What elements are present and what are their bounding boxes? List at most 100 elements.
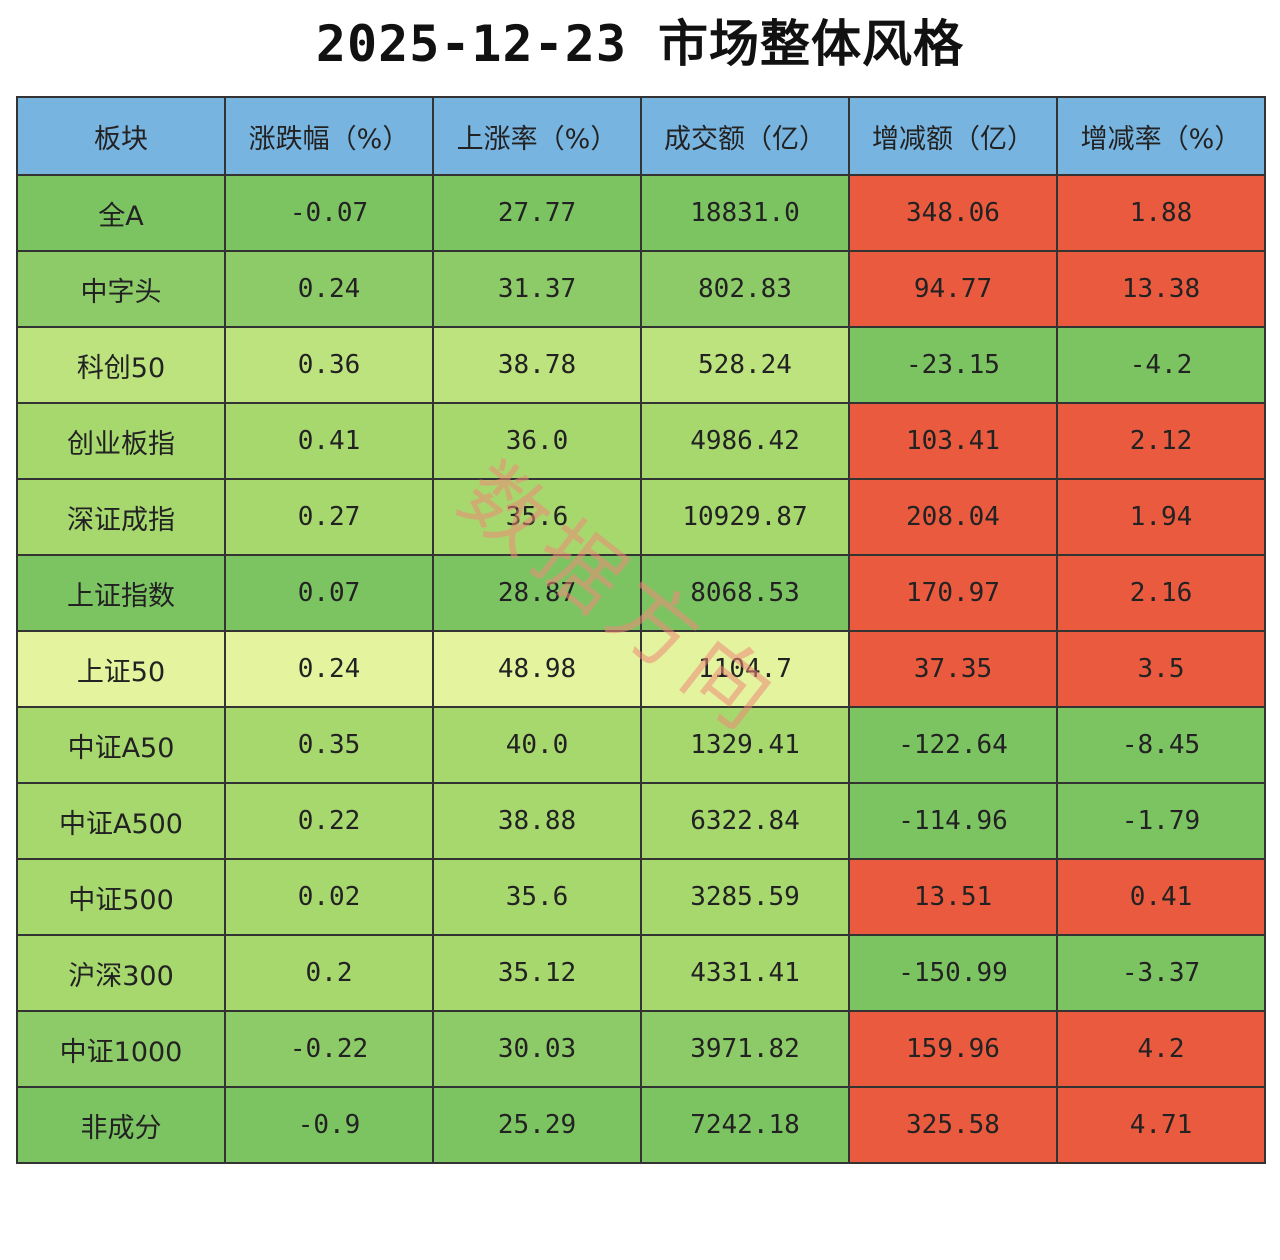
col-delta-amount-cell: -150.99 xyxy=(848,934,1058,1012)
col-block-cell: 上证指数 xyxy=(16,554,226,632)
col-delta-amount-cell: 325.58 xyxy=(848,1086,1058,1164)
header-col-rise-rate: 上涨率（%） xyxy=(432,96,642,176)
table-row: 上证50 0.24 48.98 1104.7 37.35 3.5 xyxy=(16,630,1266,708)
col-delta-rate-cell: 1.94 xyxy=(1056,478,1266,556)
col-change-pct-cell: 0.2 xyxy=(224,934,434,1012)
col-block-cell: 上证50 xyxy=(16,630,226,708)
col-rise-rate-cell: 38.88 xyxy=(432,782,642,860)
col-turnover-cell: 1104.7 xyxy=(640,630,850,708)
col-change-pct-cell: 0.02 xyxy=(224,858,434,936)
col-rise-rate-cell: 30.03 xyxy=(432,1010,642,1088)
col-turnover-cell: 6322.84 xyxy=(640,782,850,860)
col-delta-amount-cell: 94.77 xyxy=(848,250,1058,328)
col-change-pct-cell: 0.24 xyxy=(224,630,434,708)
col-delta-rate-cell: 2.16 xyxy=(1056,554,1266,632)
col-delta-amount-cell: 348.06 xyxy=(848,174,1058,252)
col-delta-amount-cell: -23.15 xyxy=(848,326,1058,404)
col-rise-rate-cell: 28.87 xyxy=(432,554,642,632)
col-block-cell: 沪深300 xyxy=(16,934,226,1012)
col-turnover-cell: 3971.82 xyxy=(640,1010,850,1088)
market-style-table: 板块 涨跌幅（%） 上涨率（%） 成交额（亿） 增减额（亿） 增减率（%） 全A -0.07… xyxy=(16,96,1266,1164)
header-row: 板块 涨跌幅（%） 上涨率（%） 成交额（亿） 增减额（亿） 增减率（%） xyxy=(16,96,1266,176)
col-delta-rate-cell: -1.79 xyxy=(1056,782,1266,860)
col-block-cell: 科创50 xyxy=(16,326,226,404)
col-change-pct-cell: -0.9 xyxy=(224,1086,434,1164)
col-turnover-cell: 528.24 xyxy=(640,326,850,404)
col-delta-rate-cell: 2.12 xyxy=(1056,402,1266,480)
col-delta-amount-cell: 159.96 xyxy=(848,1010,1058,1088)
col-turnover-cell: 3285.59 xyxy=(640,858,850,936)
col-rise-rate-cell: 35.6 xyxy=(432,858,642,936)
col-turnover-cell: 4331.41 xyxy=(640,934,850,1012)
col-change-pct-cell: -0.22 xyxy=(224,1010,434,1088)
col-rise-rate-cell: 25.29 xyxy=(432,1086,642,1164)
table-row: 科创50 0.36 38.78 528.24 -23.15 -4.2 xyxy=(16,326,1266,404)
col-rise-rate-cell: 27.77 xyxy=(432,174,642,252)
col-delta-amount-cell: 208.04 xyxy=(848,478,1058,556)
col-block-cell: 中字头 xyxy=(16,250,226,328)
table-row: 中证1000 -0.22 30.03 3971.82 159.96 4.2 xyxy=(16,1010,1266,1088)
col-turnover-cell: 8068.53 xyxy=(640,554,850,632)
col-delta-amount-cell: 103.41 xyxy=(848,402,1058,480)
col-delta-amount-cell: 13.51 xyxy=(848,858,1058,936)
table-row: 深证成指 0.27 35.6 10929.87 208.04 1.94 xyxy=(16,478,1266,556)
col-change-pct-cell: 0.27 xyxy=(224,478,434,556)
col-block-cell: 创业板指 xyxy=(16,402,226,480)
table-row: 中字头 0.24 31.37 802.83 94.77 13.38 xyxy=(16,250,1266,328)
header-col-change-pct: 涨跌幅（%） xyxy=(224,96,434,176)
col-delta-amount-cell: 37.35 xyxy=(848,630,1058,708)
col-rise-rate-cell: 35.6 xyxy=(432,478,642,556)
col-delta-rate-cell: -4.2 xyxy=(1056,326,1266,404)
col-block-cell: 深证成指 xyxy=(16,478,226,556)
col-turnover-cell: 7242.18 xyxy=(640,1086,850,1164)
table-row: 沪深300 0.2 35.12 4331.41 -150.99 -3.37 xyxy=(16,934,1266,1012)
col-delta-rate-cell: 13.38 xyxy=(1056,250,1266,328)
col-delta-amount-cell: 170.97 xyxy=(848,554,1058,632)
col-block-cell: 非成分 xyxy=(16,1086,226,1164)
table-row: 中证A50 0.35 40.0 1329.41 -122.64 -8.45 xyxy=(16,706,1266,784)
col-change-pct-cell: 0.35 xyxy=(224,706,434,784)
col-change-pct-cell: 0.24 xyxy=(224,250,434,328)
table-row: 创业板指 0.41 36.0 4986.42 103.41 2.12 xyxy=(16,402,1266,480)
header-col-turnover: 成交额（亿） xyxy=(640,96,850,176)
col-turnover-cell: 18831.0 xyxy=(640,174,850,252)
col-rise-rate-cell: 35.12 xyxy=(432,934,642,1012)
col-delta-rate-cell: 1.88 xyxy=(1056,174,1266,252)
col-block-cell: 中证A500 xyxy=(16,782,226,860)
col-rise-rate-cell: 38.78 xyxy=(432,326,642,404)
col-rise-rate-cell: 48.98 xyxy=(432,630,642,708)
page-title: 2025-12-23 市场整体风格 xyxy=(315,15,965,73)
table-row: 中证A500 0.22 38.88 6322.84 -114.96 -1.79 xyxy=(16,782,1266,860)
col-delta-amount-cell: -114.96 xyxy=(848,782,1058,860)
col-delta-rate-cell: -3.37 xyxy=(1056,934,1266,1012)
header-col-delta-rate: 增减率（%） xyxy=(1056,96,1266,176)
table-row: 非成分 -0.9 25.29 7242.18 325.58 4.71 xyxy=(16,1086,1266,1164)
table-row: 全A -0.07 27.77 18831.0 348.06 1.88 xyxy=(16,174,1266,252)
col-delta-rate-cell: 3.5 xyxy=(1056,630,1266,708)
table-row: 中证500 0.02 35.6 3285.59 13.51 0.41 xyxy=(16,858,1266,936)
header-col-delta-amount: 增减额（亿） xyxy=(848,96,1058,176)
header-col-block: 板块 xyxy=(16,96,226,176)
col-block-cell: 全A xyxy=(16,174,226,252)
col-turnover-cell: 4986.42 xyxy=(640,402,850,480)
col-turnover-cell: 802.83 xyxy=(640,250,850,328)
col-delta-rate-cell: -8.45 xyxy=(1056,706,1266,784)
col-change-pct-cell: 0.41 xyxy=(224,402,434,480)
col-rise-rate-cell: 40.0 xyxy=(432,706,642,784)
col-turnover-cell: 10929.87 xyxy=(640,478,850,556)
col-delta-amount-cell: -122.64 xyxy=(848,706,1058,784)
col-change-pct-cell: 0.07 xyxy=(224,554,434,632)
col-turnover-cell: 1329.41 xyxy=(640,706,850,784)
col-change-pct-cell: 0.36 xyxy=(224,326,434,404)
col-rise-rate-cell: 31.37 xyxy=(432,250,642,328)
col-change-pct-cell: -0.07 xyxy=(224,174,434,252)
col-delta-rate-cell: 4.2 xyxy=(1056,1010,1266,1088)
col-rise-rate-cell: 36.0 xyxy=(432,402,642,480)
table-row: 上证指数 0.07 28.87 8068.53 170.97 2.16 xyxy=(16,554,1266,632)
table-body: 全A -0.07 27.77 18831.0 348.06 1.88 中字头 0.24 31.3… xyxy=(16,174,1266,1164)
col-delta-rate-cell: 4.71 xyxy=(1056,1086,1266,1164)
col-block-cell: 中证1000 xyxy=(16,1010,226,1088)
col-block-cell: 中证A50 xyxy=(16,706,226,784)
col-change-pct-cell: 0.22 xyxy=(224,782,434,860)
col-delta-rate-cell: 0.41 xyxy=(1056,858,1266,936)
